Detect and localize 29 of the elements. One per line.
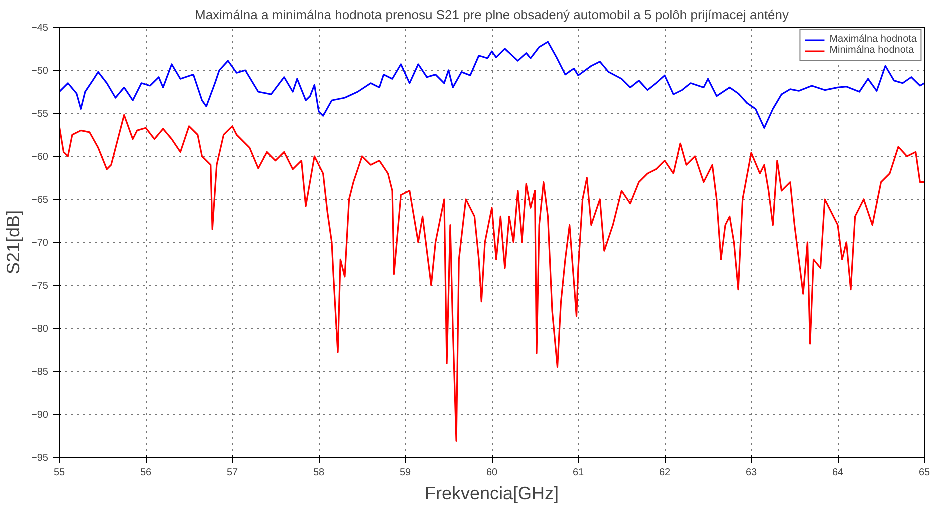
x-tick-label: 55 [54,468,66,478]
x-tick-label: 59 [400,468,412,478]
x-tick-label: 60 [486,468,498,478]
y-tick-label: −60 [32,152,49,163]
x-axis-title: Frekvencia[GHz] [424,484,560,504]
y-tick-label: −90 [32,410,49,421]
x-tick-label: 62 [659,468,671,478]
y-tick-label: −45 [32,23,49,34]
y-tick-label: −65 [32,195,49,206]
y-tick-label: −80 [32,324,49,335]
line-series [60,114,924,442]
y-tick-label: −50 [32,66,49,77]
x-tick-label: 61 [572,468,584,478]
x-tick-label: 57 [226,468,238,478]
y-tick-label: −85 [32,367,49,378]
x-tick-label: 64 [832,468,844,478]
y-tick-label: −75 [32,281,49,292]
line-series [60,41,924,129]
x-tick-label: 65 [918,468,930,478]
chart-title: Maximálna a minimálna hodnota prenosu S21 pre plne obsadený automobil a 5 polôh prijímacej antény [194,8,790,22]
x-tick-label: 58 [313,468,325,478]
x-tick-label: 56 [140,468,152,478]
legend-label: Maximálna hodnota [830,34,917,45]
x-tick-label: 63 [746,468,758,478]
y-axis-title: S21[dB] [4,210,24,275]
y-tick-label: −70 [32,238,49,249]
y-tick-label: −95 [32,453,49,464]
y-tick-label: −55 [32,109,49,120]
legend-label: Minimálna hodnota [830,45,914,56]
